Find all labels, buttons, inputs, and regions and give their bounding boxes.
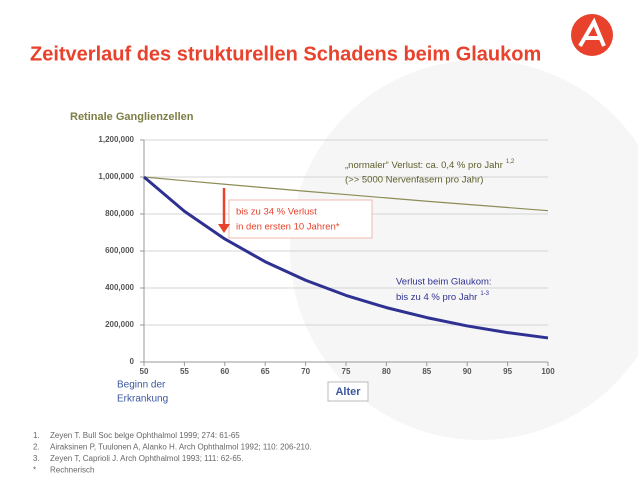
x-tick-label: 55 — [180, 367, 189, 376]
footnote-text: Airaksinen P, Tuulonen A, Alanko H. Arch… — [50, 443, 312, 452]
y-tick-label: 0 — [130, 357, 135, 366]
normal-note: „normaler“ Verlust: ca. 0,4 % pro Jahr 1,… — [345, 159, 515, 171]
y-tick-label: 1,000,000 — [98, 172, 134, 181]
x-tick-label: 80 — [382, 367, 391, 376]
y-tick-label: 1,200,000 — [98, 135, 134, 144]
y-axis-label: Retinale Ganglienzellen — [70, 111, 194, 123]
x-tick-label: 70 — [301, 367, 310, 376]
x-tick-label: 50 — [140, 367, 149, 376]
x-tick-label: 85 — [422, 367, 431, 376]
x-tick-label: 90 — [463, 367, 472, 376]
footnote-marker: 3. — [33, 454, 40, 463]
x-tick-label: 75 — [342, 367, 351, 376]
glaucoma-note-ref: 1-3 — [480, 291, 489, 297]
series-line — [143, 175, 549, 340]
x-tick-label: 100 — [541, 367, 555, 376]
onset-note: Erkrankung — [117, 394, 168, 405]
logo — [571, 14, 613, 56]
normal-note-ref: 1,2 — [506, 159, 515, 165]
glaucoma-note-text: bis zu 4 % pro Jahr — [396, 292, 477, 303]
loss-note: in den ersten 10 Jahren* — [236, 222, 340, 233]
logo-mark — [578, 17, 606, 48]
y-tick-label: 400,000 — [105, 283, 134, 292]
x-axis-label: Alter — [335, 386, 361, 398]
normal-note-text: „normaler“ Verlust: ca. 0,4 % pro Jahr — [345, 160, 503, 171]
y-tick-label: 600,000 — [105, 246, 134, 255]
footnote-text: Rechnerisch — [50, 466, 94, 475]
normal-note: (>> 5000 Nervenfasern pro Jahr) — [345, 175, 483, 186]
glaucoma-note: Verlust beim Glaukom: — [396, 277, 492, 288]
watermark — [290, 60, 638, 440]
loss-arrowhead — [218, 224, 230, 233]
series-line — [143, 176, 549, 212]
x-tick-label: 95 — [503, 367, 512, 376]
x-tick-label: 65 — [261, 367, 270, 376]
x-tick-label: 60 — [220, 367, 229, 376]
footnote-marker: * — [33, 466, 36, 475]
footnote-marker: 2. — [33, 443, 40, 452]
glaucoma-note: bis zu 4 % pro Jahr 1-3 — [396, 291, 490, 303]
title: Zeitverlauf des strukturellen Schadens b… — [30, 43, 541, 65]
footnote-text: Zeyen T. Bull Soc belge Ophthalmol 1999;… — [50, 431, 240, 440]
loss-box — [228, 199, 373, 239]
loss-note: bis zu 34 % Verlust — [236, 207, 317, 218]
onset-note: Beginn der — [117, 380, 166, 391]
y-tick-label: 800,000 — [105, 209, 134, 218]
x-label-box — [327, 381, 369, 402]
y-tick-label: 200,000 — [105, 320, 134, 329]
footnote-marker: 1. — [33, 431, 40, 440]
footnote-text: Zeyen T, Caprioli J. Arch Ophthalmol 199… — [50, 454, 243, 463]
